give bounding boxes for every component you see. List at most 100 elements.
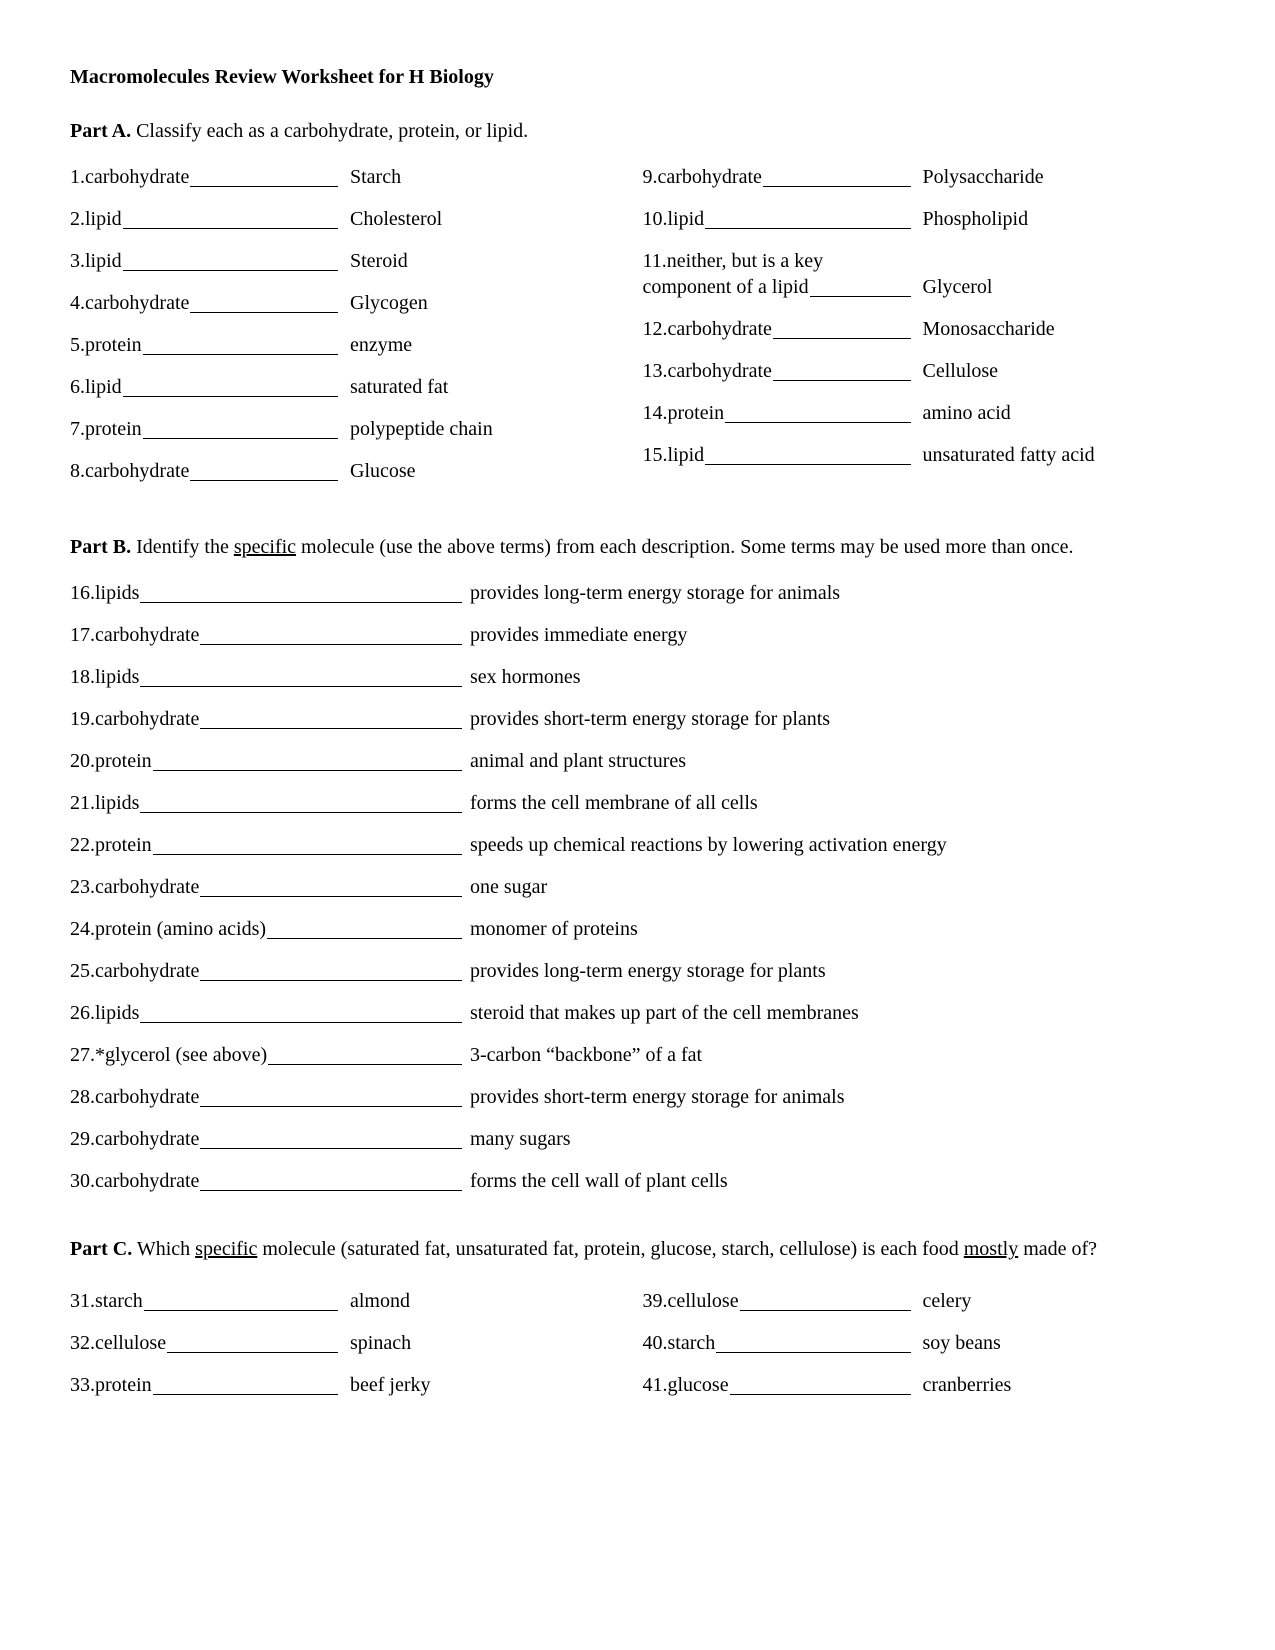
blank-line[interactable]: [730, 1373, 911, 1395]
part-c-row: 32. cellulosespinach: [70, 1330, 633, 1356]
term-text: Glucose: [350, 458, 633, 484]
blank-line[interactable]: [190, 459, 338, 481]
item-number: 41.: [643, 1372, 668, 1398]
part-b-row: 26. lipidssteroid that makes up part of …: [70, 1000, 1205, 1026]
blank-line[interactable]: [123, 249, 338, 271]
answer-cell: 1. carbohydrate: [70, 164, 350, 190]
part-b-row: 28. carbohydrateprovides short-term ener…: [70, 1084, 1205, 1110]
blank-line[interactable]: [143, 333, 338, 355]
part-a-row: 1. carbohydrateStarch: [70, 164, 633, 190]
blank-line[interactable]: [123, 207, 338, 229]
blank-line[interactable]: [200, 707, 462, 729]
answer-text: carbohydrate: [668, 316, 772, 342]
part-b-instruction: Identify the specific molecule (use the …: [136, 536, 1073, 558]
part-a-row: 14. proteinamino acid: [643, 400, 1206, 426]
blank-line[interactable]: [268, 1043, 462, 1065]
blank-line[interactable]: [144, 1289, 338, 1311]
part-a-intro: Part A. Classify each as a carbohydrate,…: [70, 118, 1205, 144]
blank-line[interactable]: [200, 875, 462, 897]
blank-line[interactable]: [140, 665, 462, 687]
term-text: Cholesterol: [350, 206, 633, 232]
blank-line[interactable]: [810, 275, 911, 297]
part-b-row: 23. carbohydrateone sugar: [70, 874, 1205, 900]
blank-line[interactable]: [740, 1289, 911, 1311]
blank-line[interactable]: [200, 623, 462, 645]
answer-text: neither, but is a key: [667, 248, 823, 274]
blank-line[interactable]: [773, 317, 911, 339]
answer-cell: 27. *glycerol (see above): [70, 1042, 470, 1068]
blank-line[interactable]: [167, 1331, 338, 1353]
blank-line[interactable]: [200, 1085, 462, 1107]
part-a-row: 9. carbohydratePolysaccharide: [643, 164, 1206, 190]
answer-cell: 26. lipids: [70, 1000, 470, 1026]
part-c-label: Part C.: [70, 1238, 132, 1260]
answer-cell: 29. carbohydrate: [70, 1126, 470, 1152]
answer-cell: 30. carbohydrate: [70, 1168, 470, 1194]
blank-line[interactable]: [153, 1373, 338, 1395]
blank-line[interactable]: [140, 1001, 462, 1023]
blank-line[interactable]: [725, 401, 910, 423]
item-number: 33.: [70, 1372, 95, 1398]
blank-line[interactable]: [190, 165, 338, 187]
item-number: 17.: [70, 622, 95, 648]
item-number: 6.: [70, 374, 85, 400]
blank-line[interactable]: [123, 375, 338, 397]
item-number: 8.: [70, 458, 85, 484]
answer-cell: 31. starch: [70, 1288, 350, 1314]
term-text: unsaturated fatty acid: [923, 442, 1206, 468]
description-text: animal and plant structures: [470, 748, 1205, 774]
term-text: Glycogen: [350, 290, 633, 316]
part-b-row: 17. carbohydrateprovides immediate energ…: [70, 622, 1205, 648]
answer-text: protein: [668, 400, 725, 426]
part-a-row: 12. carbohydrateMonosaccharide: [643, 316, 1206, 342]
blank-line[interactable]: [153, 833, 462, 855]
part-b-row: 27. *glycerol (see above)3-carbon “backb…: [70, 1042, 1205, 1068]
answer-text: protein: [85, 332, 142, 358]
blank-line[interactable]: [200, 1169, 462, 1191]
blank-line[interactable]: [140, 791, 462, 813]
answer-cell: 33. protein: [70, 1372, 350, 1398]
blank-line[interactable]: [773, 359, 911, 381]
answer-cell: 32. cellulose: [70, 1330, 350, 1356]
part-c-row: 39. cellulosecelery: [643, 1288, 1206, 1314]
answer-text: protein: [95, 832, 152, 858]
answer-cell: 14. protein: [643, 400, 923, 426]
item-number: 23.: [70, 874, 95, 900]
answer-cell: 40. starch: [643, 1330, 923, 1356]
part-c-row: 41. glucosecranberries: [643, 1372, 1206, 1398]
answer-cell: 12. carbohydrate: [643, 316, 923, 342]
blank-line[interactable]: [200, 1127, 462, 1149]
item-number: 16.: [70, 580, 95, 606]
item-number: 24.: [70, 916, 95, 942]
blank-line[interactable]: [763, 165, 911, 187]
blank-line[interactable]: [705, 207, 910, 229]
blank-line[interactable]: [716, 1331, 910, 1353]
part-c-left-col: 31. starchalmond32. cellulosespinach33. …: [70, 1288, 633, 1414]
part-b-row: 24. protein (amino acids)monomer of prot…: [70, 916, 1205, 942]
answer-cell: 10. lipid: [643, 206, 923, 232]
item-number: 22.: [70, 832, 95, 858]
description-text: steroid that makes up part of the cell m…: [470, 1000, 1205, 1026]
item-number: 15.: [643, 442, 668, 468]
answer-text: lipids: [95, 664, 139, 690]
answer-cell: 5. protein: [70, 332, 350, 358]
answer-text: carbohydrate: [95, 706, 199, 732]
blank-line[interactable]: [143, 417, 338, 439]
description-text: provides long-term energy storage for an…: [470, 580, 1205, 606]
item-number: 2.: [70, 206, 85, 232]
blank-line[interactable]: [705, 443, 910, 465]
description-text: sex hormones: [470, 664, 1205, 690]
blank-line[interactable]: [190, 291, 338, 313]
blank-line[interactable]: [153, 749, 462, 771]
worksheet-title: Macromolecules Review Worksheet for H Bi…: [70, 64, 1205, 90]
answer-cell: 20. protein: [70, 748, 470, 774]
blank-line[interactable]: [140, 581, 462, 603]
part-c-intro: Part C. Which specific molecule (saturat…: [70, 1236, 1205, 1262]
blank-line[interactable]: [267, 917, 462, 939]
answer-text: carbohydrate: [658, 164, 762, 190]
description-text: speeds up chemical reactions by lowering…: [470, 832, 1205, 858]
blank-line[interactable]: [200, 959, 462, 981]
part-a-row: 13. carbohydrateCellulose: [643, 358, 1206, 384]
description-text: monomer of proteins: [470, 916, 1205, 942]
item-number: 32.: [70, 1330, 95, 1356]
